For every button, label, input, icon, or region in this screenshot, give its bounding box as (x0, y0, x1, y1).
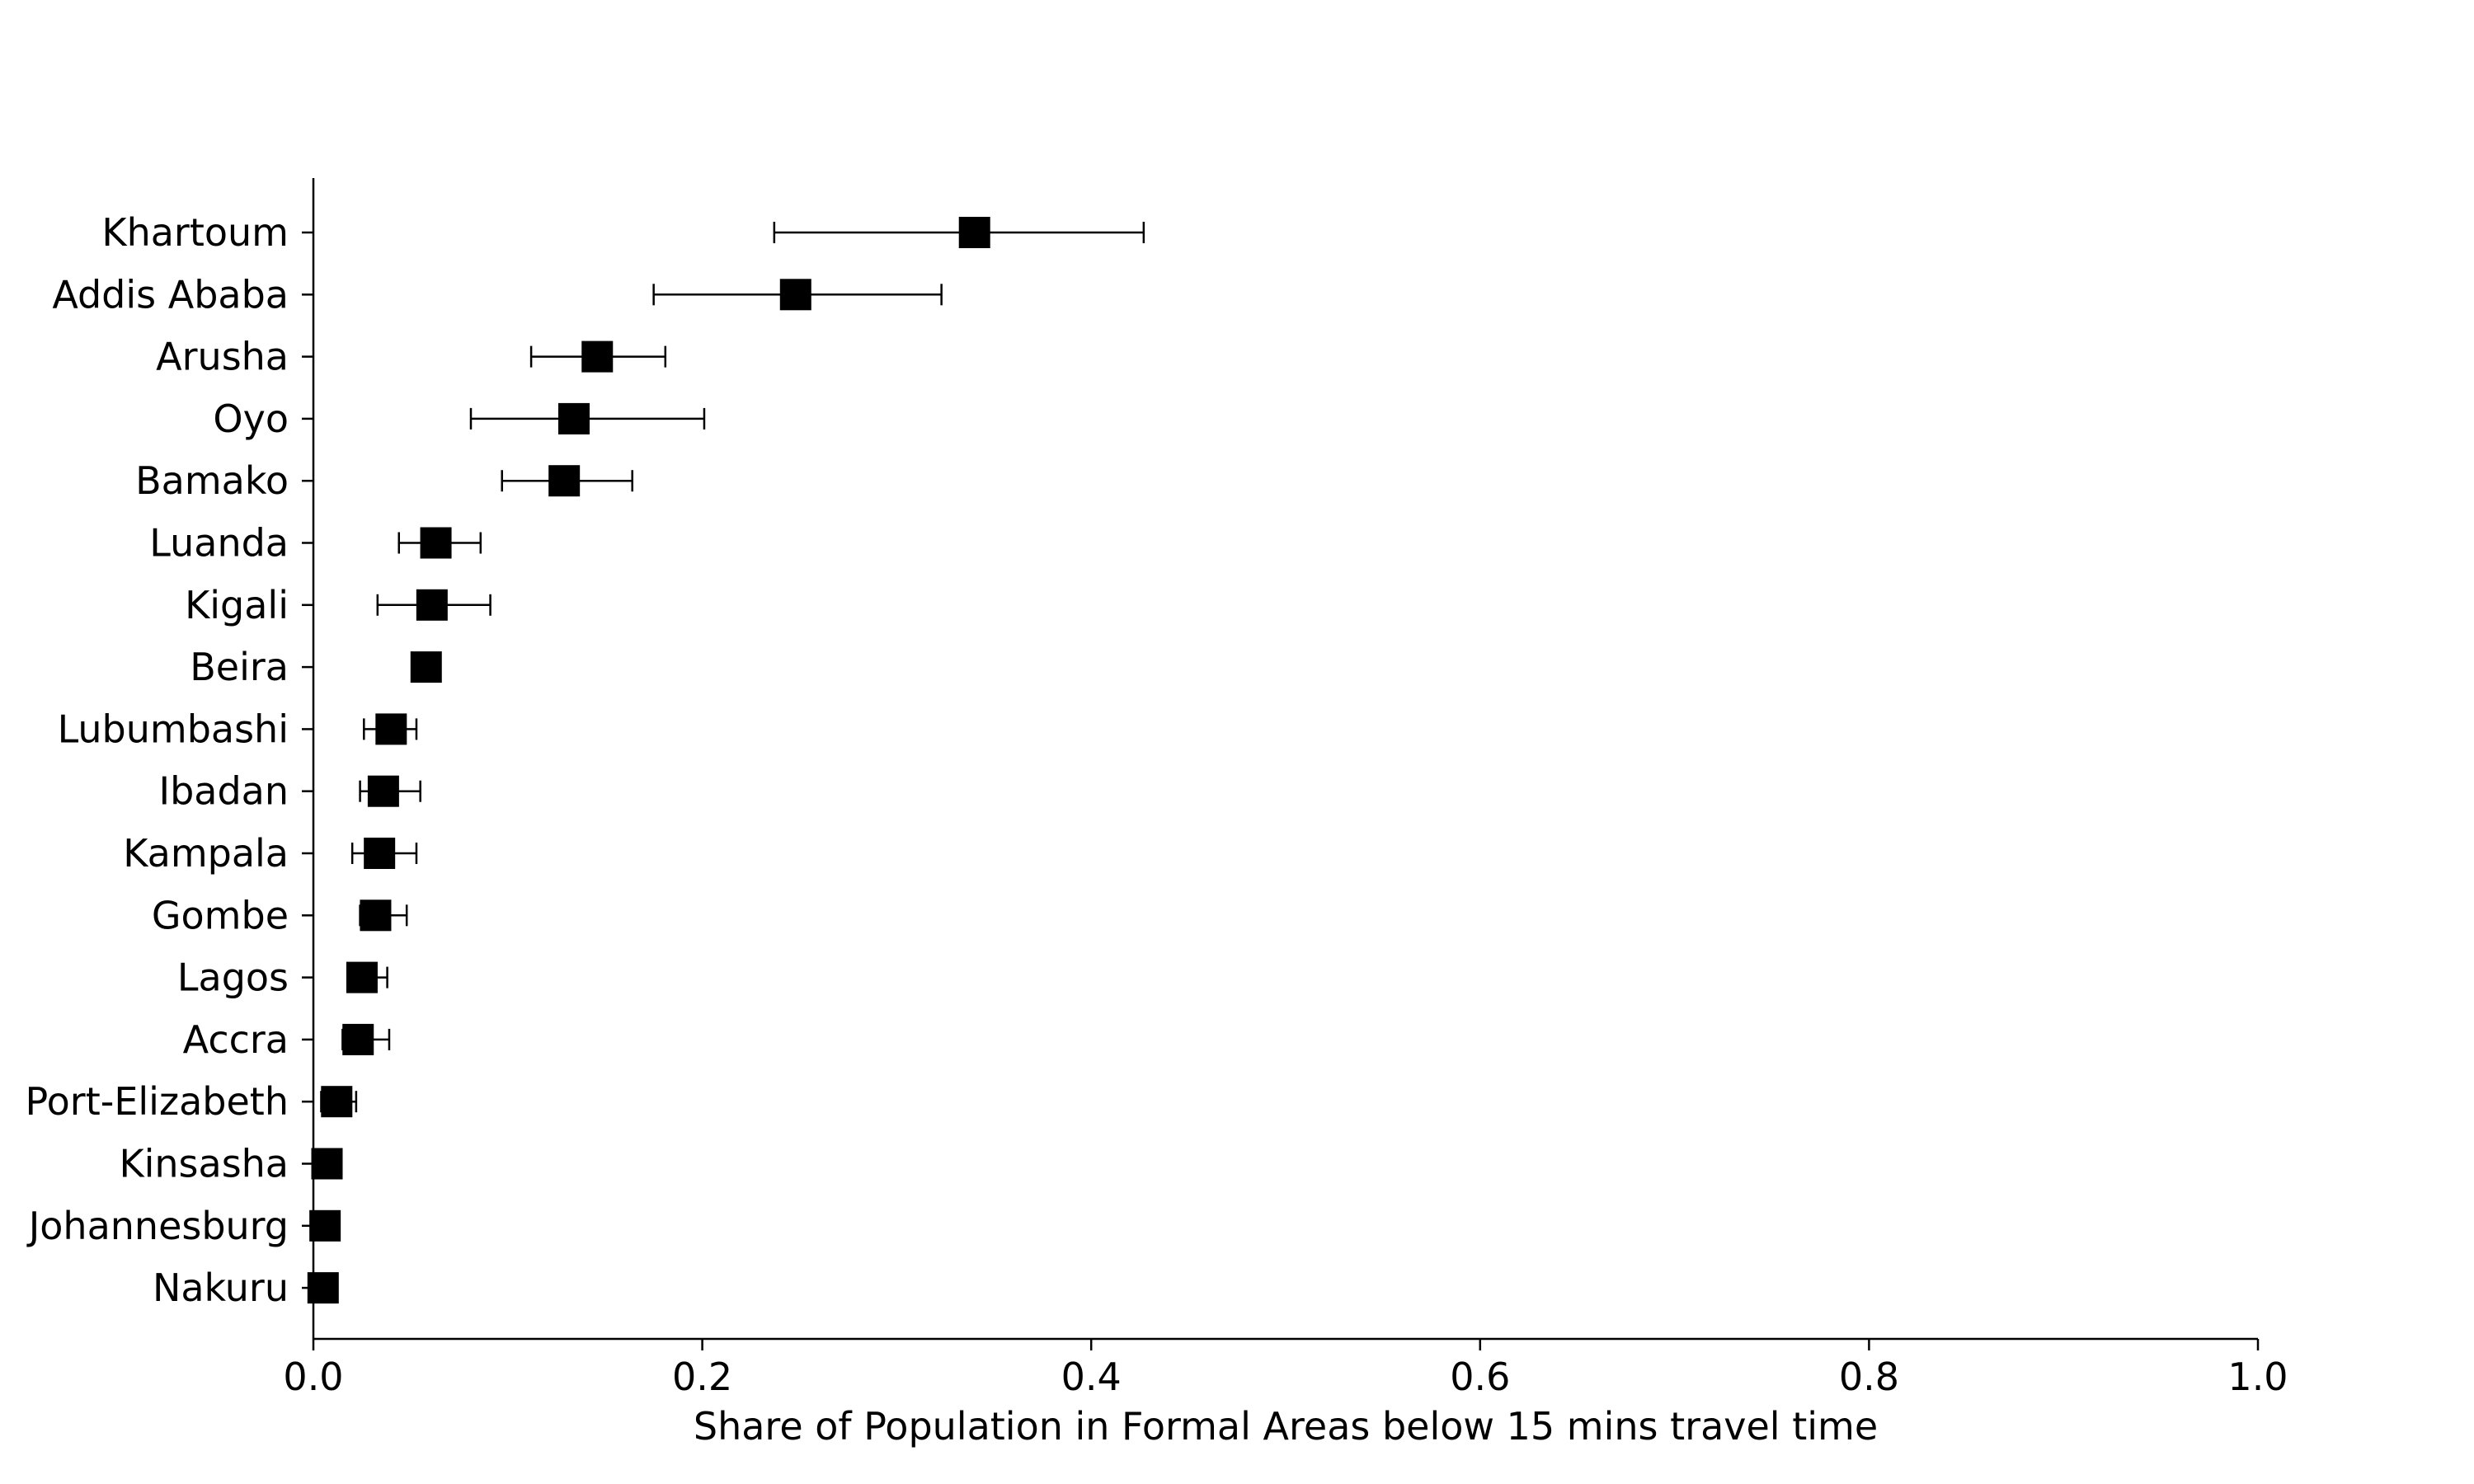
data-point (958, 217, 990, 248)
y-tick-label: Beira (190, 645, 289, 689)
x-tick-label: 0.6 (1450, 1355, 1510, 1399)
y-tick-label: Kinsasha (119, 1142, 289, 1186)
x-tick-label: 0.2 (672, 1355, 732, 1399)
y-tick-label: Arusha (156, 335, 289, 379)
data-point (360, 899, 392, 932)
data-point (364, 838, 396, 869)
x-axis-ticks: 0.0 0.2 0.4 0.6 0.8 1.0 (283, 1339, 2288, 1399)
x-tick-label: 0.4 (1061, 1355, 1122, 1399)
x-tick-label: 1.0 (2227, 1355, 2288, 1399)
data-markers (307, 217, 990, 1304)
x-axis-title: Share of Population in Formal Areas belo… (694, 1404, 1878, 1449)
data-point (557, 402, 590, 434)
y-tick-label: Gombe (152, 893, 289, 937)
plot-area: Khartoum Addis Ababa Arusha Oyo Bamako Luanda… (26, 178, 2288, 1399)
data-point (309, 1209, 341, 1242)
y-tick-label: Addis Ababa (52, 272, 289, 317)
data-point (410, 651, 442, 683)
y-tick-label: Bamako (135, 458, 289, 503)
y-tick-label: Lagos (177, 956, 289, 1000)
y-tick-label: Oyo (213, 397, 289, 441)
y-tick-label: Kampala (123, 831, 289, 876)
data-point (346, 961, 378, 993)
y-tick-label: Port-Elizabeth (26, 1079, 289, 1124)
x-tick-label: 0.8 (1839, 1355, 1899, 1399)
data-point (367, 775, 399, 807)
y-tick-label: Kigali (185, 583, 289, 627)
data-point (548, 465, 581, 497)
y-tick-label: Lubumbashi (58, 707, 289, 751)
data-point (321, 1086, 353, 1118)
y-tick-label: Nakuru (153, 1266, 289, 1310)
y-tick-label: Johannesburg (26, 1204, 289, 1248)
data-point (375, 713, 407, 745)
y-tick-label: Luanda (149, 521, 289, 566)
y-tick-label: Accra (183, 1017, 289, 1062)
x-tick-label: 0.0 (283, 1355, 343, 1399)
data-point (311, 1148, 343, 1180)
data-point (416, 589, 448, 621)
y-tick-label: Ibadan (159, 769, 289, 814)
y-axis-ticks: Khartoum Addis Ababa Arusha Oyo Bamako Luanda… (26, 210, 313, 1310)
data-point (342, 1023, 374, 1055)
data-point (420, 527, 452, 559)
data-point (581, 340, 614, 373)
data-point (307, 1272, 339, 1304)
data-point (779, 279, 811, 311)
y-tick-label: Khartoum (101, 210, 289, 255)
